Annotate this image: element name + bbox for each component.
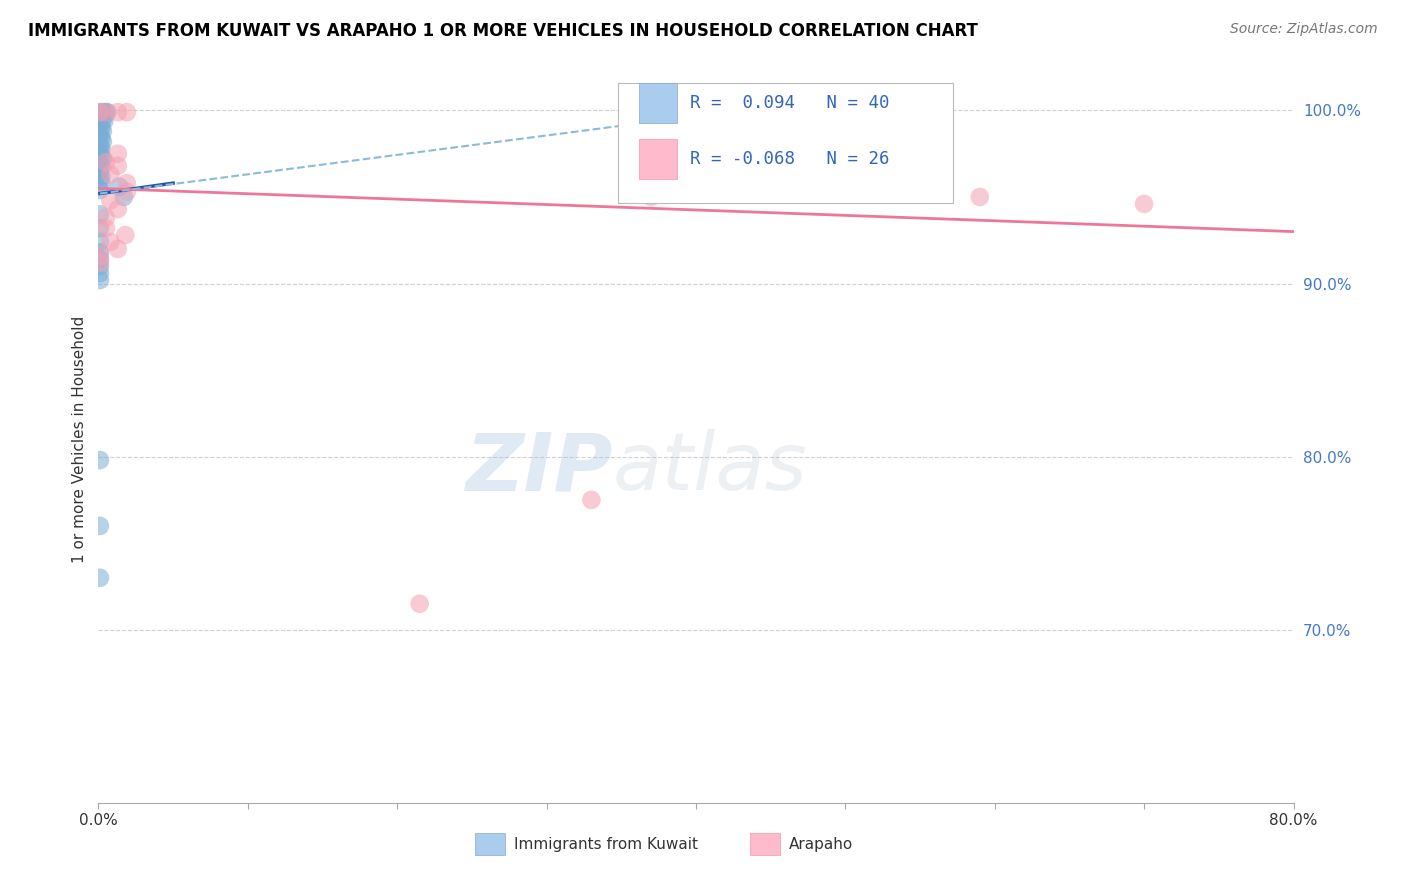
Point xyxy=(91,112,114,127)
Point xyxy=(820,162,842,177)
Point xyxy=(98,168,122,182)
Point xyxy=(90,120,112,135)
Point xyxy=(90,109,112,123)
Point xyxy=(112,190,135,204)
Point xyxy=(89,162,111,177)
Point xyxy=(94,105,117,120)
FancyBboxPatch shape xyxy=(749,833,780,855)
Point xyxy=(89,138,111,153)
Point xyxy=(89,273,111,287)
FancyBboxPatch shape xyxy=(638,139,676,179)
Point xyxy=(89,105,111,120)
Point xyxy=(89,245,111,260)
Point xyxy=(91,105,114,120)
Point xyxy=(89,571,111,585)
Point xyxy=(91,152,114,166)
Point xyxy=(94,221,117,235)
Point xyxy=(94,105,117,120)
Point xyxy=(107,146,129,161)
Point xyxy=(581,492,603,507)
Point xyxy=(89,266,111,280)
Point xyxy=(107,242,129,256)
Point xyxy=(89,207,111,221)
Text: Immigrants from Kuwait: Immigrants from Kuwait xyxy=(515,837,699,852)
FancyBboxPatch shape xyxy=(619,83,953,203)
Point xyxy=(93,113,115,128)
FancyBboxPatch shape xyxy=(638,83,676,123)
Point xyxy=(89,249,111,263)
Point xyxy=(89,183,111,197)
Text: ZIP: ZIP xyxy=(465,429,613,508)
Point xyxy=(1133,197,1156,211)
Point xyxy=(93,105,115,120)
Point xyxy=(107,105,129,120)
Text: R =  0.094   N = 40: R = 0.094 N = 40 xyxy=(690,94,890,112)
Point xyxy=(90,142,112,156)
Point xyxy=(107,159,129,173)
Point xyxy=(89,117,111,131)
Text: atlas: atlas xyxy=(613,429,807,508)
Y-axis label: 1 or more Vehicles in Household: 1 or more Vehicles in Household xyxy=(72,316,87,563)
Point xyxy=(89,166,111,180)
Point xyxy=(89,145,111,159)
Point xyxy=(94,155,117,169)
Point xyxy=(89,259,111,273)
Point xyxy=(89,453,111,467)
Point xyxy=(89,252,111,267)
Point xyxy=(91,124,114,138)
Point xyxy=(96,105,118,120)
Point xyxy=(89,519,111,533)
Point xyxy=(89,172,111,186)
Point xyxy=(98,194,122,208)
Text: IMMIGRANTS FROM KUWAIT VS ARAPAHO 1 OR MORE VEHICLES IN HOUSEHOLD CORRELATION CH: IMMIGRANTS FROM KUWAIT VS ARAPAHO 1 OR M… xyxy=(28,22,979,40)
Text: Source: ZipAtlas.com: Source: ZipAtlas.com xyxy=(1230,22,1378,37)
Point xyxy=(89,221,111,235)
Point xyxy=(89,155,111,169)
Point xyxy=(90,131,112,145)
Point xyxy=(89,235,111,249)
Point xyxy=(115,105,138,120)
Text: Arapaho: Arapaho xyxy=(789,837,853,852)
Point xyxy=(89,256,111,270)
Point xyxy=(408,597,430,611)
Point xyxy=(108,179,131,194)
Point xyxy=(640,190,662,204)
Point xyxy=(98,235,122,249)
Point xyxy=(90,148,112,162)
Point xyxy=(115,185,138,199)
Point xyxy=(91,135,114,149)
Point xyxy=(114,228,136,243)
Point xyxy=(90,169,112,184)
Point xyxy=(969,190,991,204)
Text: R = -0.068   N = 26: R = -0.068 N = 26 xyxy=(690,150,890,168)
Point xyxy=(107,202,129,216)
Point xyxy=(90,176,112,190)
Point xyxy=(89,128,111,142)
Point xyxy=(640,179,662,194)
Point xyxy=(115,176,138,190)
Point xyxy=(94,211,117,225)
Point xyxy=(89,105,111,120)
FancyBboxPatch shape xyxy=(475,833,505,855)
Point xyxy=(90,159,112,173)
